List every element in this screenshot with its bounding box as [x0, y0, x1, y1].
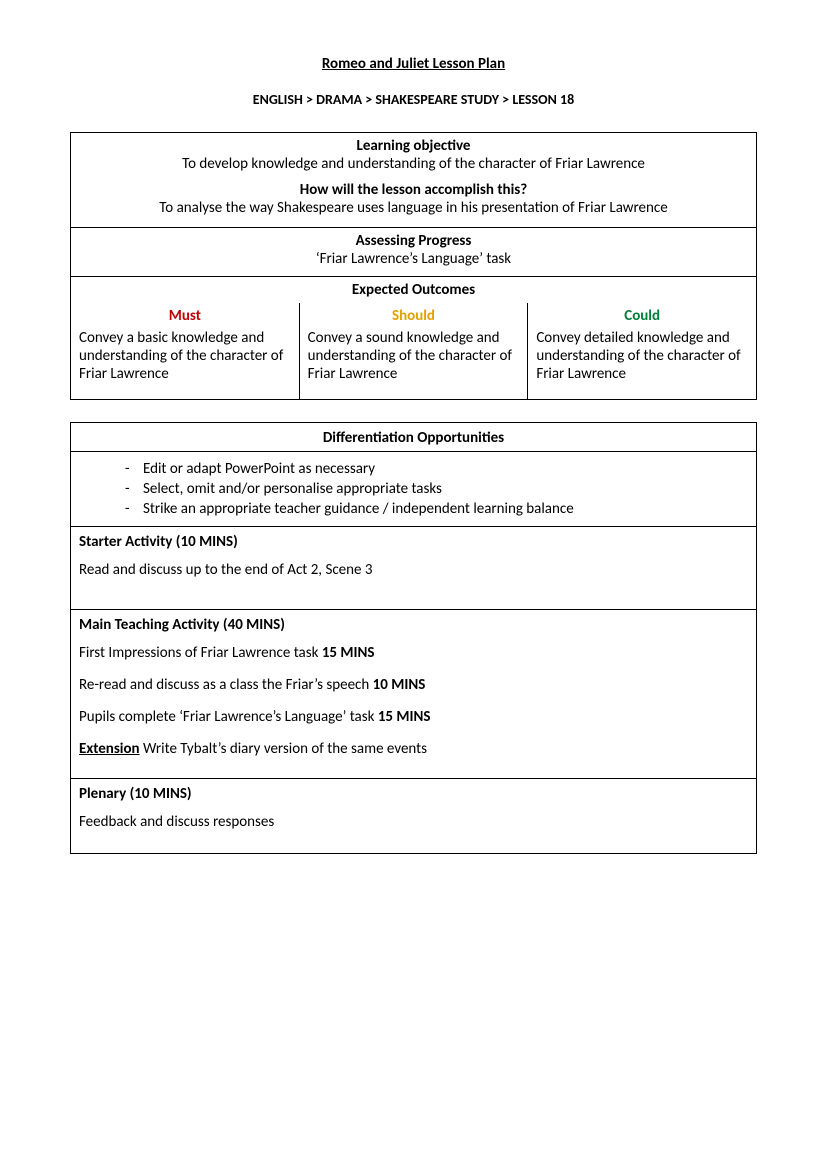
main-line-2-text: Re-read and discuss as a class the Friar… [79, 676, 373, 694]
main-line-3-time: 15 MINS [378, 708, 431, 726]
accomplish-heading: How will the lesson accomplish this? [79, 181, 748, 199]
page: Romeo and Juliet Lesson Plan ENGLISH > D… [0, 0, 827, 916]
plenary-title: Plenary (10 MINS) [79, 785, 748, 803]
must-label: Must [79, 307, 291, 325]
main-extension: Extension Write Tybalt’s diary version o… [79, 740, 748, 758]
must-text: Convey a basic knowledge and understandi… [71, 325, 300, 400]
could-label: Could [536, 307, 748, 325]
could-text: Convey detailed knowledge and understand… [528, 325, 757, 400]
plenary-text: Feedback and discuss responses [79, 813, 748, 831]
extension-text: Write Tybalt’s diary version of the same… [140, 740, 427, 758]
main-line-3-text: Pupils complete ‘Friar Lawrence’s Langua… [79, 708, 378, 726]
activities-table: Differentiation Opportunities Edit or ad… [70, 422, 757, 854]
differentiation-heading: Differentiation Opportunities [71, 423, 757, 452]
plenary-cell: Plenary (10 MINS) Feedback and discuss r… [71, 779, 757, 854]
starter-title: Starter Activity (10 MINS) [79, 533, 748, 551]
learning-objective-text: To develop knowledge and understanding o… [79, 155, 748, 173]
list-item: Edit or adapt PowerPoint as necessary [125, 460, 748, 478]
accomplish-text: To analyse the way Shakespeare uses lang… [79, 199, 748, 217]
outcomes-heading-cell: Expected Outcomes [71, 277, 757, 304]
main-line-2: Re-read and discuss as a class the Friar… [79, 676, 748, 694]
starter-cell: Starter Activity (10 MINS) Read and disc… [71, 527, 757, 610]
main-line-3: Pupils complete ‘Friar Lawrence’s Langua… [79, 708, 748, 726]
assessing-text: ‘Friar Lawrence’s Language’ task [79, 250, 748, 268]
main-line-1-time: 15 MINS [322, 644, 375, 662]
outcomes-heading: Expected Outcomes [79, 281, 748, 299]
differentiation-cell: Edit or adapt PowerPoint as necessary Se… [71, 452, 757, 527]
starter-text: Read and discuss up to the end of Act 2,… [79, 561, 748, 579]
main-title: Main Teaching Activity (40 MINS) [79, 616, 748, 634]
learning-objective-heading: Learning objective [79, 137, 748, 155]
should-text: Convey a sound knowledge and understandi… [299, 325, 528, 400]
objectives-table: Learning objective To develop knowledge … [70, 132, 757, 400]
list-item: Select, omit and/or personalise appropri… [125, 480, 748, 498]
learning-objective-cell: Learning objective To develop knowledge … [71, 133, 757, 178]
differentiation-list: Edit or adapt PowerPoint as necessary Se… [79, 460, 748, 518]
extension-label: Extension [79, 740, 140, 758]
breadcrumb: ENGLISH > DRAMA > SHAKESPEARE STUDY > LE… [70, 91, 757, 108]
page-title: Romeo and Juliet Lesson Plan [70, 55, 757, 73]
should-label: Should [308, 307, 520, 325]
main-cell: Main Teaching Activity (40 MINS) First I… [71, 610, 757, 779]
should-head-cell: Should [299, 303, 528, 325]
assessing-cell: Assessing Progress ‘Friar Lawrence’s Lan… [71, 228, 757, 277]
main-line-1-text: First Impressions of Friar Lawrence task [79, 644, 322, 662]
main-line-2-time: 10 MINS [373, 676, 426, 694]
could-head-cell: Could [528, 303, 757, 325]
accomplish-cell: How will the lesson accomplish this? To … [71, 177, 757, 228]
assessing-heading: Assessing Progress [79, 232, 748, 250]
list-item: Strike an appropriate teacher guidance /… [125, 500, 748, 518]
must-head-cell: Must [71, 303, 300, 325]
main-line-1: First Impressions of Friar Lawrence task… [79, 644, 748, 662]
